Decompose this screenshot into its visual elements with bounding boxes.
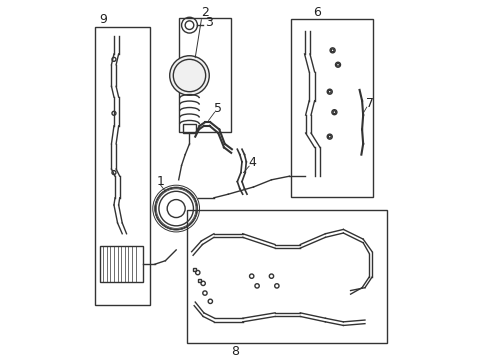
Bar bbox=[94, 27, 150, 305]
Bar bbox=[192, 268, 195, 271]
Text: 2: 2 bbox=[201, 6, 208, 19]
Text: 8: 8 bbox=[231, 345, 239, 358]
Text: 1: 1 bbox=[157, 175, 164, 188]
Text: 9: 9 bbox=[99, 13, 107, 26]
Bar bbox=[178, 18, 230, 132]
Bar bbox=[198, 279, 201, 282]
Circle shape bbox=[169, 56, 209, 95]
Text: 6: 6 bbox=[313, 6, 321, 19]
Bar bbox=[186, 210, 386, 343]
Text: 5: 5 bbox=[214, 102, 222, 115]
Text: 4: 4 bbox=[248, 156, 256, 169]
Bar bbox=[183, 124, 196, 133]
Bar bbox=[291, 19, 372, 197]
Text: 3: 3 bbox=[204, 16, 212, 29]
Text: 7: 7 bbox=[366, 97, 374, 110]
Bar bbox=[100, 246, 142, 282]
